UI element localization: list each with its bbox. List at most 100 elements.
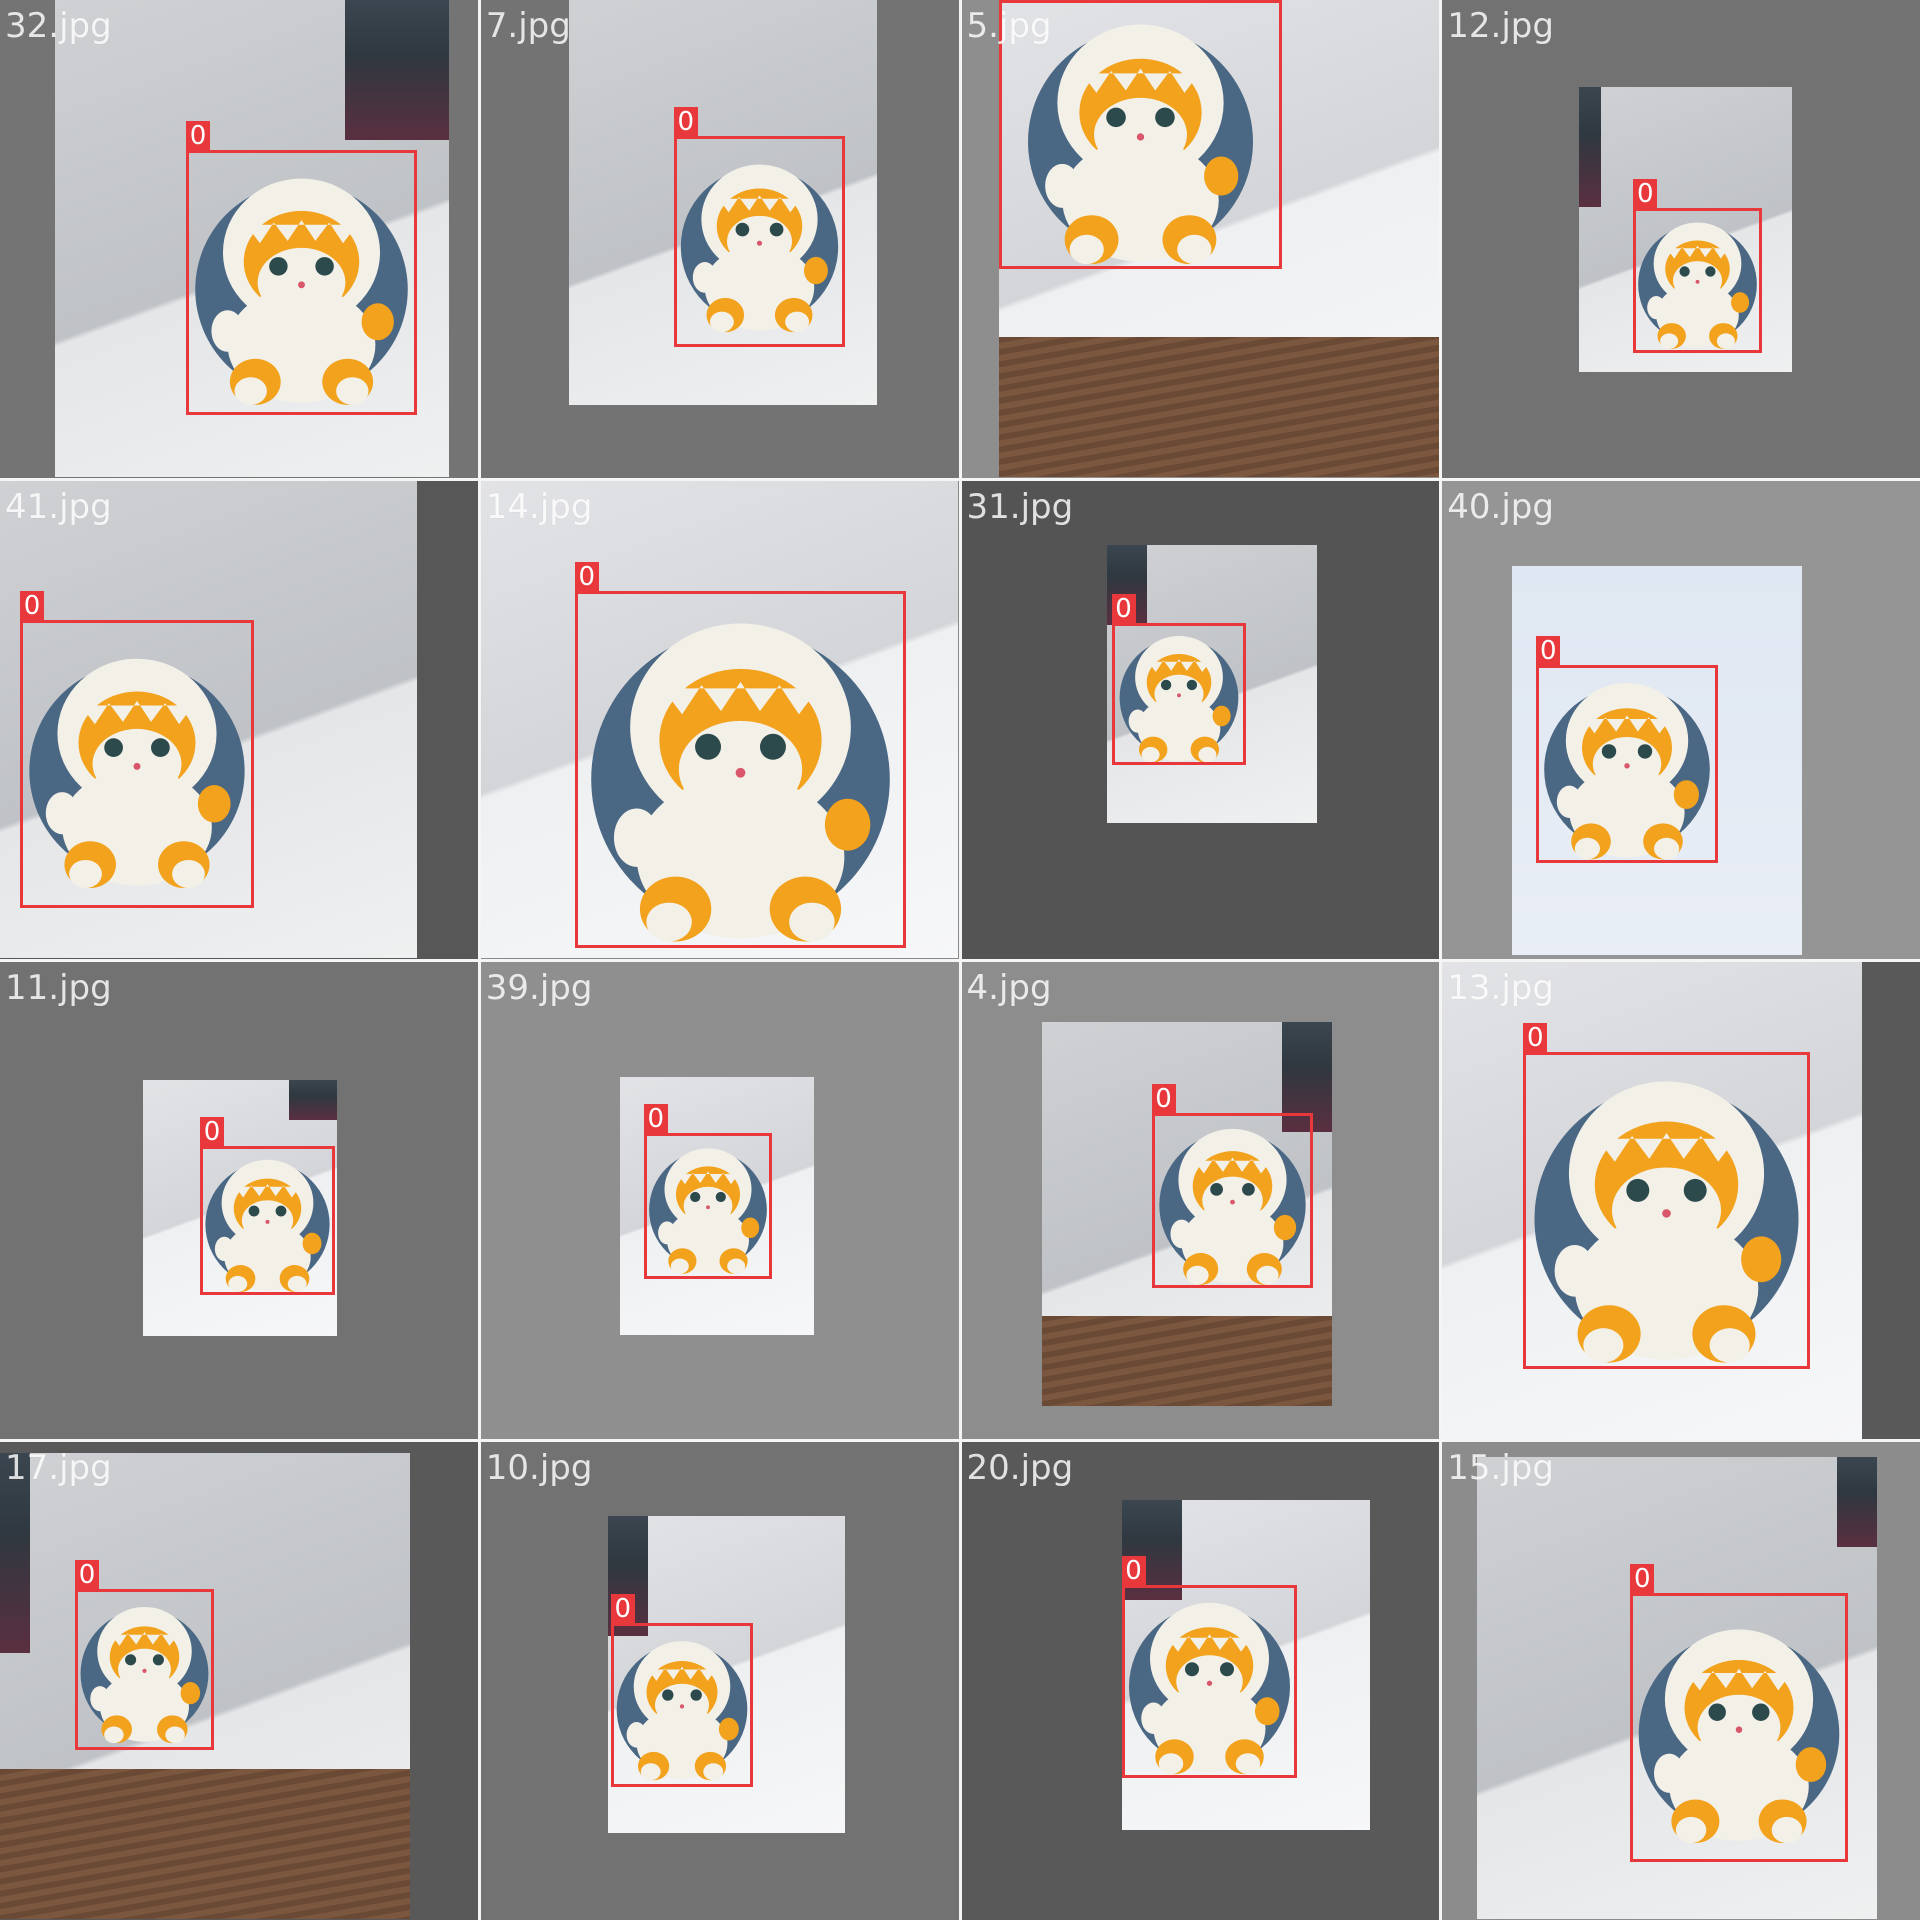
plush-toy [575,591,906,948]
image-tile: 0 17.jpg [0,1442,478,1920]
plush-toy [674,136,845,347]
bounding-box: 0 [1523,1022,1811,1369]
image-filename: 5.jpg [966,6,1052,46]
image-tile: 0 12.jpg [1442,0,1920,478]
plush-toy [1536,665,1718,863]
image-filename: 14.jpg [485,486,593,527]
class-label: 0 [998,0,1023,1]
bounding-box: 0 [574,561,906,948]
bounding-box: 0 [673,107,845,347]
plush-toy [186,150,417,415]
bounding-box: 0 [186,121,417,415]
image-tile: 0 7.jpg [480,0,959,478]
plush-toy-figure [80,1607,209,1744]
background-shelf [1579,87,1602,207]
background-shelf [1837,1457,1878,1548]
wooden-table [1041,1315,1332,1406]
plush-toy-figure [1638,1629,1840,1844]
plush-toy-figure [1638,222,1758,349]
plush-toy-figure [29,658,245,888]
plush-toy-figure [1128,1603,1290,1775]
wooden-table [998,337,1440,477]
plush-toy-figure [1158,1128,1306,1285]
bounding-box: 0 [1633,179,1763,353]
class-label: 0 [1633,179,1658,209]
class-label: 0 [1536,635,1561,666]
bounding-box: 0 [998,0,1282,269]
plush-toy-figure [648,1147,767,1274]
plush-toy-figure [1544,682,1711,860]
image-filename: 13.jpg [1447,967,1554,1008]
plush-toy [644,1133,772,1279]
image-tile: 0 4.jpg [961,961,1440,1440]
bounding-box: 0 [1121,1556,1297,1779]
bounding-box: 0 [610,1594,753,1788]
image-tile: 0 15.jpg [1442,1442,1920,1920]
class-label: 0 [673,107,698,137]
bounding-box: 0 [1151,1083,1313,1288]
image-tile: 0 20.jpg [961,1442,1440,1920]
bounding-box: 0 [200,1116,335,1295]
image-filename: 12.jpg [1447,6,1554,46]
image-filename: 40.jpg [1447,486,1554,527]
class-label: 0 [1121,1556,1146,1587]
plush-toy [1122,1585,1297,1778]
class-label: 0 [1111,593,1136,624]
class-label: 0 [1523,1022,1548,1053]
plush-toy-figure [195,178,408,405]
class-label: 0 [200,1116,224,1147]
plush-toy-figure [680,164,838,333]
bounding-box: 0 [75,1560,214,1751]
plush-toy [1523,1052,1810,1369]
plush-toy-figure [590,623,890,942]
class-label: 0 [186,121,210,151]
bounding-box: 0 [1630,1564,1849,1863]
image-filename: 39.jpg [485,967,593,1008]
background-shelf [0,1453,30,1654]
background-shelf [289,1079,337,1120]
image-tile: 0 40.jpg [1442,480,1920,959]
image-filename: 31.jpg [966,486,1074,527]
class-label: 0 [1630,1564,1655,1595]
plush-toy [1630,1593,1848,1862]
plush-toy [75,1589,214,1750]
plush-toy-figure [616,1641,748,1781]
image-tile: 0 32.jpg [0,0,478,478]
wooden-table [0,1769,410,1920]
image-tile: 0 41.jpg [0,480,478,959]
image-tile: 0 10.jpg [480,1442,959,1920]
plush-toy-figure [1027,24,1253,265]
class-label: 0 [643,1103,668,1134]
image-tile: 0 5.jpg [961,0,1440,478]
plush-toy [611,1623,753,1787]
image-tile: 0 31.jpg [961,480,1440,959]
class-label: 0 [20,590,44,621]
class-label: 0 [574,561,599,592]
plush-toy [200,1146,335,1295]
bounding-box: 0 [20,590,254,908]
image-filename: 7.jpg [485,6,571,46]
plush-toy-figure [1534,1080,1799,1363]
plush-toy [20,620,254,908]
image-filename: 20.jpg [966,1448,1074,1489]
image-tile: 0 11.jpg [0,961,478,1440]
class-label: 0 [1151,1083,1176,1114]
image-tile: 0 39.jpg [480,961,959,1440]
background-shelf [345,0,449,140]
plush-toy-figure [1119,635,1238,763]
image-filename: 32.jpg [5,6,112,46]
plush-toy [1152,1113,1313,1288]
image-filename: 15.jpg [1447,1448,1554,1489]
plush-toy [1112,623,1246,765]
class-label: 0 [610,1594,635,1625]
image-filename: 11.jpg [5,967,112,1008]
class-label: 0 [75,1560,99,1591]
bounding-box: 0 [1536,635,1719,863]
plush-toy [1633,208,1762,353]
image-filename: 4.jpg [966,967,1052,1008]
plush-toy [999,0,1282,269]
image-tile: 0 14.jpg [480,480,959,959]
bounding-box: 0 [1111,593,1246,765]
bounding-box: 0 [643,1103,772,1279]
image-filename: 41.jpg [5,486,112,527]
